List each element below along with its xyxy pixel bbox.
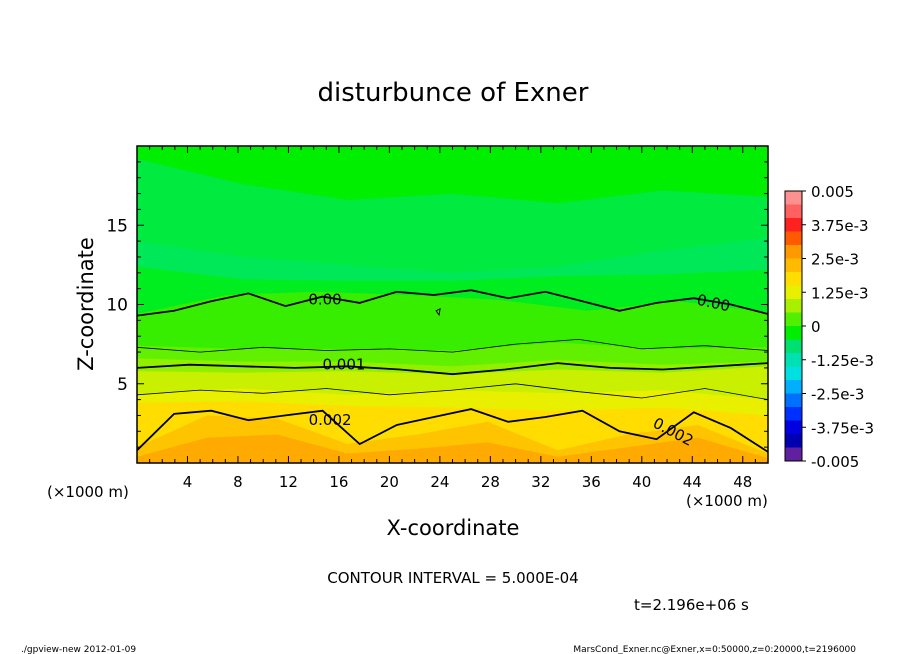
colorbar-swatch-13 bbox=[785, 366, 802, 381]
colorbar-swatch-6 bbox=[785, 272, 802, 286]
y-tick-label: 10 bbox=[106, 296, 128, 316]
colorbar-swatch-0 bbox=[785, 191, 802, 205]
colorbar-label-8: -0.005 bbox=[811, 453, 859, 471]
x-tick-label: 44 bbox=[683, 473, 702, 491]
colorbar-labels: 0.005 3.75e-3 2.5e-3 1.25e-3 0 -1.25e-3 -2.5e-… bbox=[811, 183, 874, 471]
contour-line-closed bbox=[435, 307, 441, 317]
x-tick-label: 24 bbox=[430, 473, 449, 491]
colorbar-label-4: 0 bbox=[811, 318, 821, 336]
contour-interval-text: CONTOUR INTERVAL = 5.000E-04 bbox=[327, 569, 578, 587]
time-label: t=2.196e+06 s bbox=[634, 596, 749, 614]
colorbar-swatch-3 bbox=[785, 231, 802, 246]
y-axis-ticks: 5 10 15 bbox=[106, 161, 768, 448]
colorbar-swatch-5 bbox=[785, 258, 802, 273]
colorbar-swatch-9 bbox=[785, 312, 802, 327]
colorbar-label-6: -2.5e-3 bbox=[811, 386, 864, 404]
colorbar-swatch-14 bbox=[785, 380, 802, 394]
x-tick-label: 32 bbox=[531, 473, 550, 491]
y-tick-label: 5 bbox=[117, 375, 128, 395]
colorbar-swatch-16 bbox=[785, 407, 802, 421]
contour-label-3: 0.002 bbox=[309, 411, 352, 429]
colorbar-swatch-4 bbox=[785, 245, 802, 259]
y-tick-label: 15 bbox=[106, 216, 128, 236]
colorbar-swatch-8 bbox=[785, 299, 802, 313]
colorbar-label-1: 3.75e-3 bbox=[811, 217, 869, 235]
colorbar bbox=[784, 190, 806, 462]
colorbar-label-5: -1.25e-3 bbox=[811, 352, 874, 370]
chart-title: disturbunce of Exner bbox=[318, 78, 589, 108]
color-band-10 bbox=[137, 434, 768, 463]
contour-label-2: 0.001 bbox=[322, 356, 365, 374]
x-tick-label: 40 bbox=[632, 473, 651, 491]
colorbar-label-0: 0.005 bbox=[811, 183, 854, 201]
x-tick-label: 8 bbox=[233, 473, 243, 491]
contour-line-3 bbox=[137, 338, 768, 353]
colorbar-swatch-2 bbox=[785, 218, 802, 232]
colorbar-swatch-19 bbox=[785, 447, 802, 462]
footer-left: ./gpview-new 2012-01-09 bbox=[21, 645, 136, 654]
x-tick-label: 20 bbox=[380, 473, 399, 491]
colorbar-label-3: 1.25e-3 bbox=[811, 284, 869, 302]
y-axis-label: Z-coordinate bbox=[74, 237, 98, 371]
x-axis-label: X-coordinate bbox=[387, 516, 520, 540]
x-tick-label: 12 bbox=[279, 473, 298, 491]
x-tick-label: 4 bbox=[183, 473, 193, 491]
colorbar-swatch-17 bbox=[785, 420, 802, 435]
x-unit-left: (×1000 m) bbox=[47, 483, 129, 501]
x-tick-label: 36 bbox=[582, 473, 601, 491]
x-tick-label: 28 bbox=[481, 473, 500, 491]
color-bands bbox=[137, 158, 768, 463]
x-unit-right: (×1000 m) bbox=[686, 492, 768, 510]
x-tick-label: 48 bbox=[733, 473, 752, 491]
colorbar-swatch-18 bbox=[785, 434, 802, 448]
contour-line-2 bbox=[137, 408, 768, 453]
colorbar-swatch-10 bbox=[785, 326, 802, 340]
x-axis-ticks: 4 8 12 16 20 24 28 32 36 40 44 48 bbox=[149, 146, 756, 491]
colorbar-swatch-15 bbox=[785, 393, 802, 408]
contour-line-4 bbox=[137, 383, 768, 400]
colorbar-swatch-7 bbox=[785, 285, 802, 300]
colorbar-label-2: 2.5e-3 bbox=[811, 251, 859, 269]
colorbar-swatch-11 bbox=[785, 339, 802, 354]
colorbar-swatch-1 bbox=[785, 204, 802, 219]
contour-line-1 bbox=[137, 362, 768, 376]
contour-label-0: 0.00 bbox=[308, 291, 341, 309]
x-tick-label: 16 bbox=[329, 473, 348, 491]
contour-line-0 bbox=[137, 289, 768, 317]
colorbar-label-7: -3.75e-3 bbox=[811, 419, 874, 437]
contour-lines bbox=[137, 289, 768, 453]
colorbar-swatch-12 bbox=[785, 353, 802, 367]
footer-right: MarsCond_Exner.nc@Exner,x=0:50000,z=0:20… bbox=[573, 645, 856, 654]
